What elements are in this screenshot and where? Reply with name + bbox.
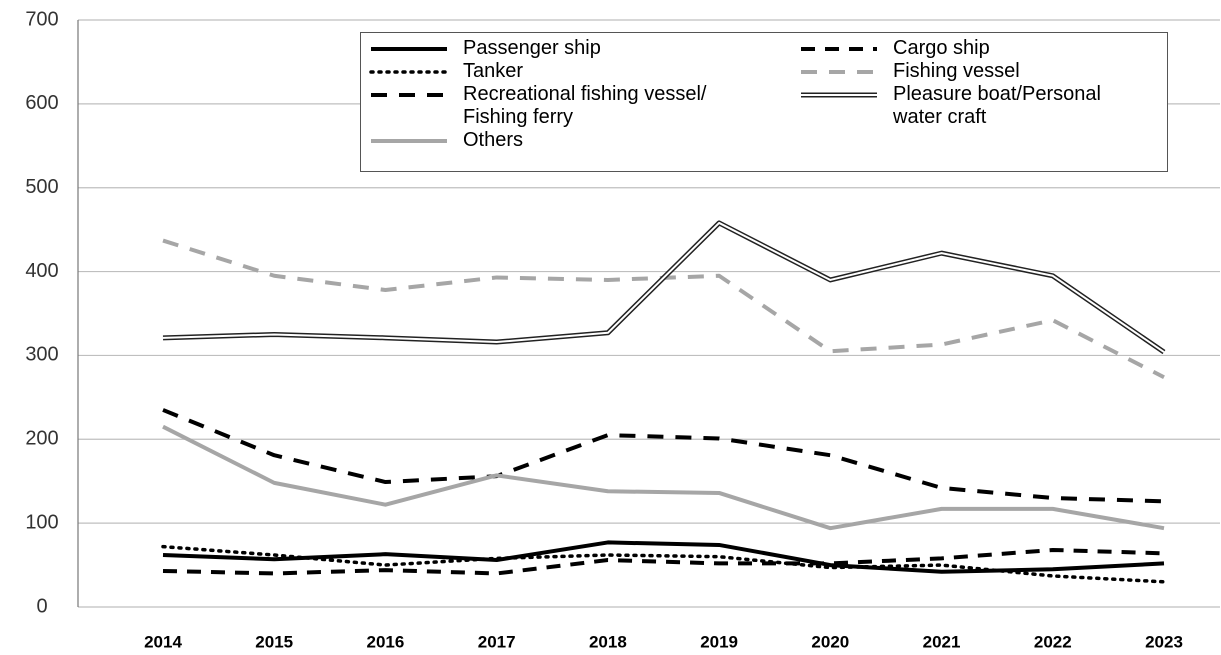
y-tick-label: 500: [25, 176, 58, 198]
legend-item: Others: [369, 129, 799, 152]
line-series: [161, 544, 1166, 584]
line-series-inner: [162, 221, 1165, 353]
line-series: [162, 220, 1166, 355]
y-tick-label: 600: [25, 92, 58, 114]
y-tick-label: 0: [36, 595, 47, 617]
legend-label: Cargo ship: [893, 37, 990, 59]
line-series: [162, 408, 1165, 504]
legend-item: Tanker: [369, 60, 799, 83]
x-tick-label: 2019: [700, 632, 738, 651]
legend-swatch: [371, 93, 447, 97]
legend-item: Cargo ship: [799, 37, 1169, 60]
legend-item: Pleasure boat/Personal water craft: [799, 83, 1169, 129]
legend-label: Pleasure boat/Personal water craft: [893, 83, 1101, 128]
legend-swatch: [371, 47, 447, 51]
y-tick-label: 300: [25, 344, 58, 366]
legend-swatch: [371, 139, 447, 143]
legend-label: Recreational fishing vessel/ Fishing fer…: [463, 83, 707, 128]
x-tick-label: 2022: [1034, 632, 1072, 651]
legend-swatch: [801, 92, 877, 98]
legend-item: Fishing vessel: [799, 60, 1169, 83]
x-tick-label: 2018: [589, 632, 627, 651]
legend-swatch: [801, 47, 877, 51]
legend-label: Passenger ship: [463, 37, 601, 59]
legend-label: Others: [463, 129, 524, 151]
y-tick-label: 700: [25, 8, 58, 30]
y-tick-label: 100: [25, 511, 58, 533]
legend-item: Passenger ship: [369, 37, 799, 60]
legend: Passenger ship Cargo ship Tanker Fishing ve…: [360, 32, 1168, 172]
legend-swatch: [369, 70, 449, 74]
line-series: [162, 540, 1165, 574]
y-tick-label: 200: [25, 428, 58, 450]
line-series: [162, 424, 1165, 531]
x-tick-label: 2016: [367, 632, 405, 651]
y-tick-label: 400: [25, 260, 58, 282]
legend-item: Recreational fishing vessel/ Fishing fer…: [369, 83, 799, 129]
x-tick-label: 2021: [923, 632, 961, 651]
x-tick-label: 2020: [811, 632, 849, 651]
legend-label: Fishing vessel: [893, 60, 1020, 82]
legend-swatch: [801, 70, 877, 74]
x-tick-label: 2023: [1145, 632, 1183, 651]
x-tick-label: 2017: [478, 632, 516, 651]
legend-label: Tanker: [463, 60, 524, 82]
x-tick-label: 2014: [144, 632, 182, 651]
line-series: [162, 238, 1165, 380]
x-tick-label: 2015: [255, 632, 293, 651]
